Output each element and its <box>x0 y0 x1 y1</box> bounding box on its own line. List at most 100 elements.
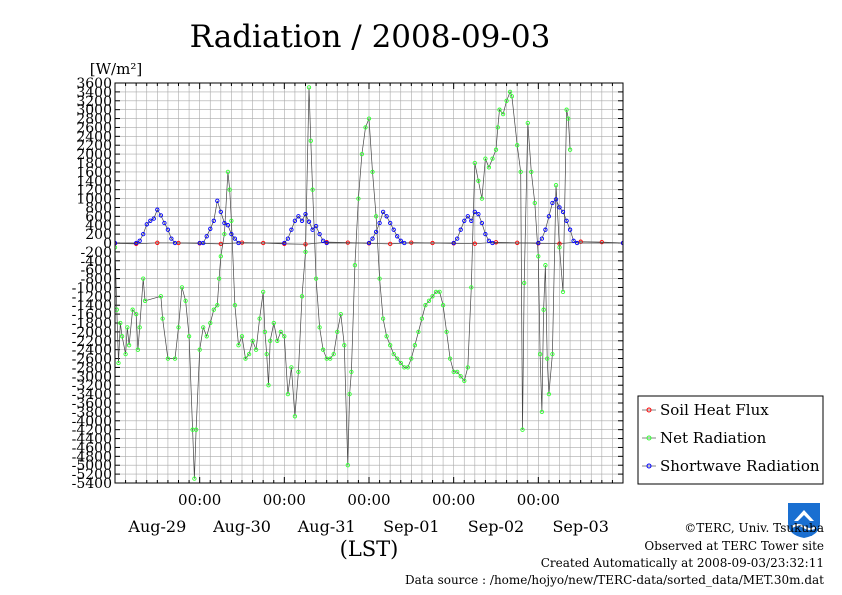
data-point <box>215 303 220 308</box>
y-tick-label: 3000 <box>76 103 112 119</box>
y-tick-label: -1400 <box>72 298 112 314</box>
legend-marker <box>646 407 652 413</box>
x-date-label: Aug-31 <box>297 517 356 536</box>
data-point <box>218 209 223 215</box>
data-point <box>285 236 291 241</box>
data-point <box>222 220 227 226</box>
data-point <box>486 238 492 243</box>
legend-label: Soil Heat Flux <box>660 401 769 419</box>
legend-box <box>637 395 824 485</box>
x-axis-ticks: 00:00 00:00 00:00 00:00 00:00 Aug-29 Aug-30 Aug… <box>114 83 624 536</box>
data-point <box>229 231 234 237</box>
data-point <box>148 218 153 223</box>
data-point <box>398 360 403 366</box>
data-point <box>479 220 485 226</box>
legend: Soil Heat Flux Net Radiation Shortwave Rad… <box>637 395 824 485</box>
data-point <box>465 365 470 370</box>
y-tick-label: 2800 <box>76 112 112 128</box>
y-tick-label: -3000 <box>72 369 112 385</box>
data-point <box>458 227 463 232</box>
data-point <box>402 240 407 246</box>
legend-label: Net Radiation <box>660 429 767 447</box>
data-point <box>310 227 315 232</box>
y-tick-label: -800 <box>81 272 112 288</box>
y-axis-unit: [W/m²] <box>90 60 142 78</box>
legend-label: Shortwave Radiation <box>660 457 820 475</box>
data-point <box>292 414 298 419</box>
data-point <box>525 120 530 126</box>
data-point <box>328 356 333 361</box>
x-date-label: Sep-02 <box>468 517 524 536</box>
data-point <box>306 85 312 90</box>
data-point <box>465 214 470 219</box>
data-point <box>440 303 446 308</box>
data-point <box>211 218 216 223</box>
data-point <box>497 107 502 112</box>
data-point <box>557 205 562 210</box>
data-point <box>317 325 322 330</box>
data-point <box>299 218 305 223</box>
data-point <box>137 325 142 330</box>
data-point <box>539 409 545 415</box>
data-point <box>476 178 481 183</box>
data-point <box>373 214 379 219</box>
data-point <box>296 214 301 219</box>
data-point <box>216 276 222 281</box>
data-point <box>208 226 213 231</box>
data-point <box>469 285 474 290</box>
y-tick-label: 800 <box>85 200 112 216</box>
data-point <box>462 378 467 383</box>
y-tick-label: 1200 <box>76 183 112 199</box>
y-axis-ticks: 3600340032003000280026002400220020001800… <box>72 76 623 492</box>
data-point <box>377 220 382 226</box>
data-point <box>500 111 506 117</box>
data-point <box>266 383 271 388</box>
data-point <box>490 156 495 161</box>
data-point <box>345 240 350 245</box>
data-point <box>472 209 477 215</box>
data-point <box>282 334 287 339</box>
y-tick-label: -2000 <box>72 325 112 341</box>
y-tick-label: 400 <box>85 218 112 234</box>
data-point <box>299 294 305 299</box>
x-time-label: 00:00 <box>263 491 306 509</box>
y-tick-label: -4400 <box>72 432 112 448</box>
data-point <box>388 220 393 226</box>
data-point <box>426 298 432 303</box>
data-point <box>412 343 418 348</box>
data-point <box>550 351 555 357</box>
data-point <box>532 200 537 206</box>
y-tick-label: 3600 <box>76 76 112 92</box>
x-date-label: Sep-01 <box>383 517 439 536</box>
data-point <box>204 334 209 339</box>
data-point <box>377 276 382 281</box>
data-point <box>391 227 396 232</box>
data-point <box>331 351 336 357</box>
data-point <box>165 356 171 361</box>
x-time-label: 00:00 <box>178 491 221 509</box>
y-tick-label: -2400 <box>72 343 112 359</box>
data-point <box>134 240 139 246</box>
data-point <box>444 329 449 335</box>
data-point <box>289 227 294 232</box>
y-tick-label: -1600 <box>72 307 112 323</box>
data-point <box>370 169 375 175</box>
data-point <box>515 143 520 148</box>
data-point <box>391 351 396 357</box>
data-point <box>557 245 562 250</box>
data-point <box>282 240 287 246</box>
data-point <box>335 329 340 335</box>
y-tick-label: -3400 <box>72 387 112 403</box>
data-point <box>363 125 368 130</box>
y-tick-label: -5000 <box>72 458 112 474</box>
data-point <box>135 347 141 352</box>
data-point <box>232 303 238 308</box>
series-line <box>115 241 623 245</box>
data-point <box>236 343 241 348</box>
data-point <box>388 343 393 348</box>
data-point <box>578 239 583 244</box>
data-point <box>306 219 312 224</box>
data-point <box>546 391 552 397</box>
y-tick-label: -4200 <box>72 423 112 439</box>
data-point <box>574 240 580 246</box>
